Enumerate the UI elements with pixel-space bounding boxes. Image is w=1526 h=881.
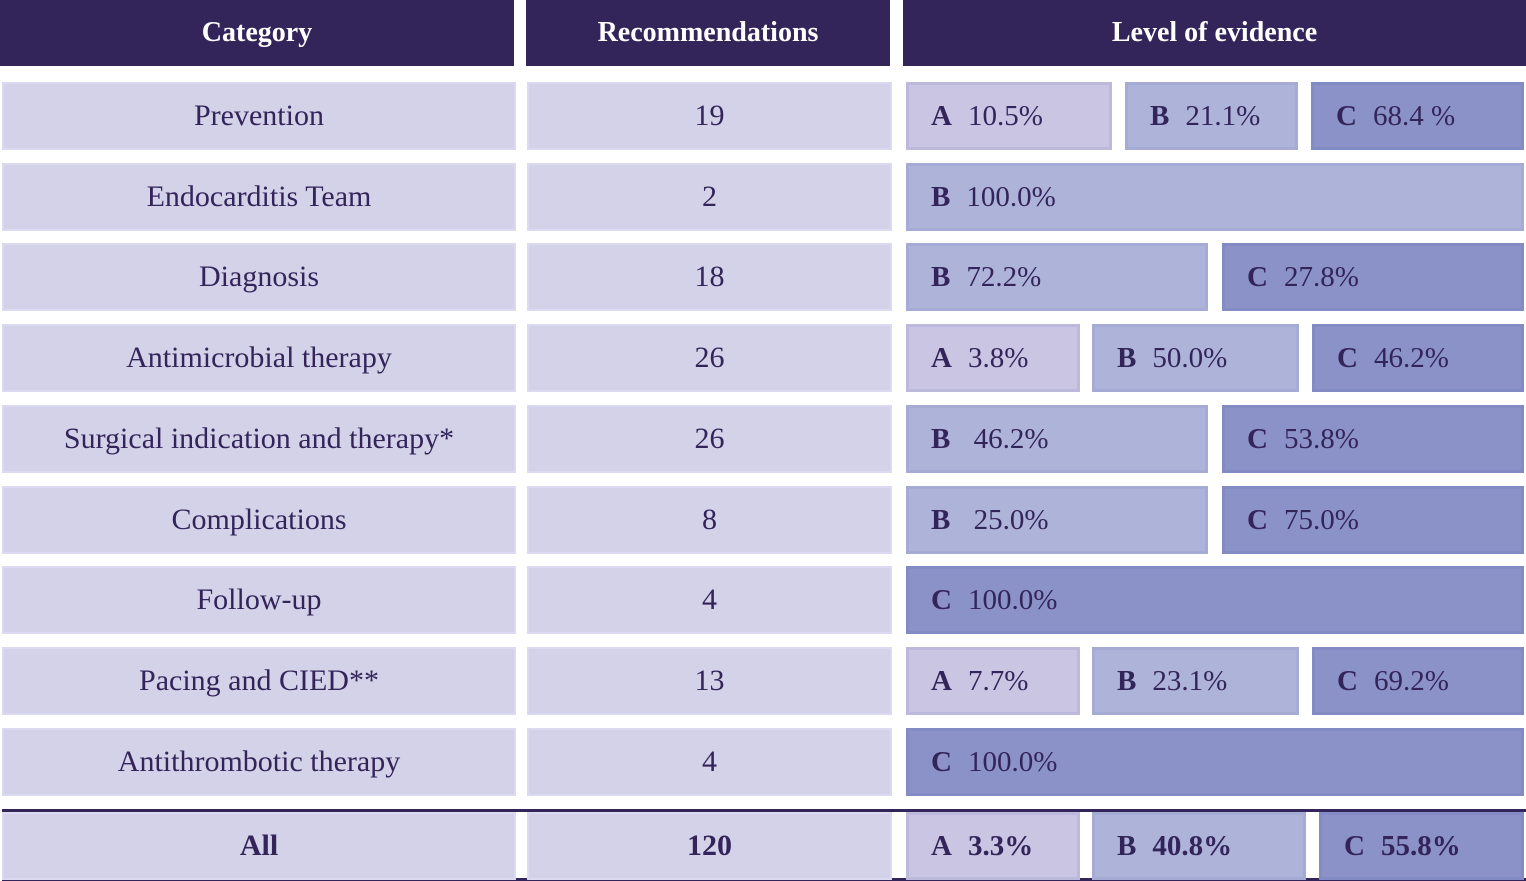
grade-label: C [1247, 260, 1268, 293]
grade-percent: 75.0% [1283, 503, 1359, 536]
grade-percent: 72.2% [966, 260, 1042, 293]
recommendations-cell: 13 [527, 647, 892, 715]
grade-label: C [931, 583, 952, 616]
grade-percent: 55.8% [1380, 829, 1461, 862]
evidence-level-a: A 7.7% [906, 647, 1080, 715]
evidence-level-b: B 40.8% [1092, 812, 1306, 880]
grade-label: B [1150, 99, 1170, 132]
grade-percent: 46.2% [1373, 341, 1449, 374]
evidence-level-c: C 27.8% [1222, 243, 1524, 311]
category-cell: Complications [2, 486, 516, 554]
total-recommendations-cell: 120 [527, 812, 892, 880]
evidence-level-b: B 25.0% [906, 486, 1208, 554]
grade-label: B [931, 422, 951, 455]
evidence-level-b: B 100.0% [906, 163, 1524, 231]
grade-percent: 53.8% [1283, 422, 1359, 455]
category-cell: Pacing and CIED** [2, 647, 516, 715]
grade-label: A [931, 664, 952, 697]
header-level-of-evidence: Level of evidence [903, 0, 1526, 66]
grade-label: C [931, 745, 952, 778]
total-category-cell: All [2, 812, 516, 880]
grade-label: A [931, 341, 952, 374]
grade-percent: 7.7% [967, 664, 1029, 697]
evidence-level-c: C 75.0% [1222, 486, 1524, 554]
evidence-level-b: B 50.0% [1092, 324, 1299, 392]
evidence-level-b: B 72.2% [906, 243, 1208, 311]
grade-label: B [931, 503, 951, 536]
category-cell: Diagnosis [2, 243, 516, 311]
category-cell: Surgical indication and therapy* [2, 405, 516, 473]
recommendations-cell: 19 [527, 82, 892, 150]
grade-percent: 68.4 % [1372, 99, 1456, 132]
grade-label: C [1247, 422, 1268, 455]
grade-percent: 10.5% [967, 99, 1043, 132]
recommendations-cell: 18 [527, 243, 892, 311]
evidence-level-c: C 100.0% [906, 566, 1524, 634]
category-cell: Follow-up [2, 566, 516, 634]
grade-percent: 21.1% [1185, 99, 1261, 132]
grade-percent: 50.0% [1152, 341, 1228, 374]
evidence-level-c: C 68.4 % [1311, 82, 1524, 150]
grade-percent: 100.0% [967, 745, 1058, 778]
evidence-level-c: C 46.2% [1312, 324, 1524, 392]
grade-label: A [931, 99, 952, 132]
evidence-level-c: C 55.8% [1319, 812, 1524, 880]
recommendations-cell: 2 [527, 163, 892, 231]
grade-label: C [1337, 341, 1358, 374]
grade-label: C [1336, 99, 1357, 132]
grade-label: C [1344, 829, 1365, 862]
grade-percent: 3.8% [967, 341, 1029, 374]
grade-label: B [931, 180, 951, 213]
category-cell: Endocarditis Team [2, 163, 516, 231]
grade-percent: 23.1% [1152, 664, 1228, 697]
grade-percent: 40.8% [1152, 829, 1233, 862]
grade-label: B [931, 260, 951, 293]
header-recommendations: Recommendations [526, 0, 890, 66]
recommendations-cell: 4 [527, 566, 892, 634]
grade-percent: 25.0% [966, 503, 1049, 536]
recommendations-cell: 26 [527, 405, 892, 473]
evidence-level-b: B 23.1% [1092, 647, 1299, 715]
category-cell: Antimicrobial therapy [2, 324, 516, 392]
recommendations-cell: 8 [527, 486, 892, 554]
evidence-level-b: B 46.2% [906, 405, 1208, 473]
grade-label: C [1247, 503, 1268, 536]
grade-label: B [1117, 341, 1137, 374]
grade-label: A [931, 829, 952, 862]
evidence-level-c: C 100.0% [906, 728, 1524, 796]
grade-percent: 100.0% [967, 583, 1058, 616]
grade-percent: 27.8% [1283, 260, 1359, 293]
grade-percent: 69.2% [1373, 664, 1449, 697]
evidence-level-c: C 69.2% [1312, 647, 1524, 715]
evidence-level-a: A 3.8% [906, 324, 1080, 392]
grade-percent: 100.0% [966, 180, 1056, 213]
grade-label: B [1117, 829, 1137, 862]
grade-label: C [1337, 664, 1358, 697]
recommendations-cell: 4 [527, 728, 892, 796]
total-top-divider [2, 809, 1526, 812]
grade-percent: 46.2% [966, 422, 1049, 455]
evidence-level-a: A 10.5% [906, 82, 1112, 150]
grade-label: B [1117, 664, 1137, 697]
header-category: Category [0, 0, 514, 66]
evidence-level-c: C 53.8% [1222, 405, 1524, 473]
recommendations-cell: 26 [527, 324, 892, 392]
grade-percent: 3.3% [967, 829, 1034, 862]
category-cell: Antithrombotic therapy [2, 728, 516, 796]
evidence-level-a: A 3.3% [906, 812, 1080, 880]
evidence-level-b: B 21.1% [1125, 82, 1298, 150]
category-cell: Prevention [2, 82, 516, 150]
